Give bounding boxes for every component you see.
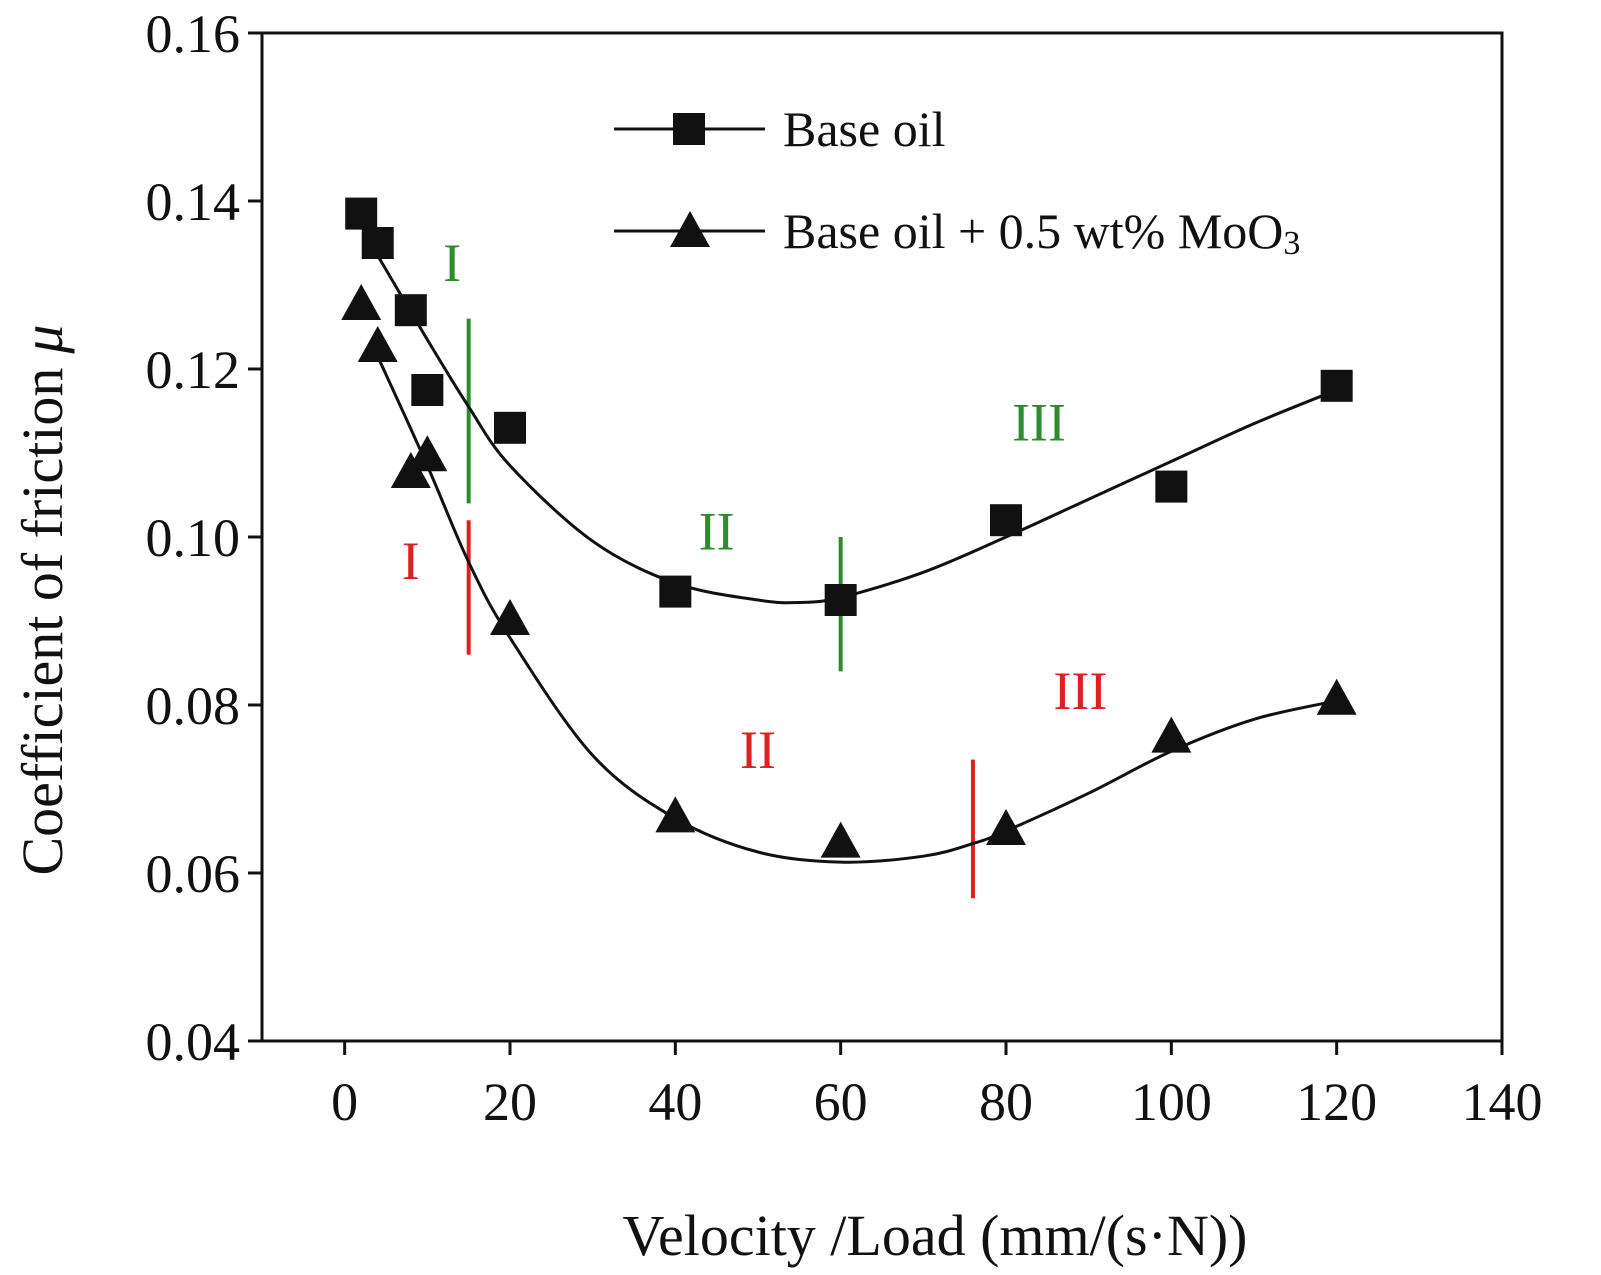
- x-tick-label: 80: [979, 1072, 1033, 1132]
- x-tick-label: 40: [648, 1072, 702, 1132]
- legend-label-mos-main: Base oil + 0.5 wt% MoO: [783, 203, 1283, 259]
- data-point-mos: [407, 435, 448, 472]
- legend-marker-base-oil: [673, 113, 705, 145]
- region-dividers: [466, 318, 975, 899]
- data-point-mos: [341, 284, 382, 320]
- fit-curve-series-0: [376, 254, 1338, 605]
- data-point-base-oil: [394, 294, 427, 327]
- y-tick-label: 0.08: [146, 676, 241, 736]
- y-tick-label: 0.12: [146, 340, 241, 400]
- y-axis-title: Coefficient of friction μ: [10, 325, 75, 876]
- data-point-mos: [490, 599, 530, 635]
- y-tick-label: 0.06: [146, 844, 241, 904]
- data-point-mos: [1151, 716, 1192, 753]
- data-point-base-oil: [1155, 470, 1188, 503]
- x-tick-label: 60: [814, 1072, 868, 1132]
- data-point-base-oil: [659, 575, 692, 608]
- data-point-base-oil: [345, 197, 378, 230]
- data-point-base-oil: [361, 227, 394, 259]
- x-axis-title: Velocity /Load (mm/(s·N)): [623, 1203, 1248, 1268]
- data-point-base-oil: [494, 411, 526, 444]
- data-point-base-oil: [411, 374, 444, 406]
- data-point-base-oil: [1320, 369, 1353, 402]
- fit-curves: [376, 254, 1338, 864]
- legend-label-mos: Base oil + 0.5 wt% MoO3: [783, 203, 1300, 262]
- legend: Base oil Base oil + 0.5 wt% MoO3: [614, 101, 1300, 262]
- legend-marker-mos: [670, 211, 710, 247]
- data-point-mos: [357, 326, 398, 362]
- x-tick-label: 120: [1296, 1072, 1377, 1132]
- data-point-mos: [655, 796, 696, 833]
- data-point-base-oil: [990, 504, 1022, 537]
- y-tick-label: 0.10: [146, 508, 241, 568]
- x-axis: 0 20 40 60 80 100 120 140: [331, 1041, 1543, 1132]
- data-markers: [341, 197, 1357, 858]
- x-tick-label: 0: [331, 1072, 358, 1132]
- x-tick-label: 100: [1131, 1072, 1212, 1132]
- region-label: III: [1053, 661, 1107, 721]
- x-tick-label: 20: [483, 1072, 537, 1132]
- region-label: III: [1012, 392, 1066, 452]
- y-axis-title-text: Coefficient of friction: [10, 368, 75, 876]
- region-label: II: [740, 720, 776, 780]
- y-tick-label: 0.16: [146, 4, 241, 64]
- plot-frame: [260, 31, 1504, 1043]
- data-point-mos: [1316, 678, 1357, 715]
- region-label: II: [699, 502, 735, 562]
- legend-label-base-oil: Base oil: [783, 101, 945, 157]
- data-point-mos: [820, 821, 861, 858]
- data-point-mos: [986, 809, 1026, 845]
- y-tick-label: 0.14: [146, 172, 241, 232]
- fit-curve-series-1: [376, 355, 1338, 864]
- legend-label-mos-sub: 3: [1283, 225, 1300, 262]
- y-tick-label: 0.04: [146, 1012, 241, 1072]
- y-axis-title-symbol: μ: [10, 325, 75, 355]
- y-axis: 0.04 0.06 0.08 0.10 0.12 0.14 0.16: [146, 4, 262, 1072]
- region-label: I: [443, 233, 461, 293]
- x-tick-label: 140: [1462, 1072, 1543, 1132]
- data-point-base-oil: [824, 584, 857, 616]
- region-label: I: [402, 531, 420, 591]
